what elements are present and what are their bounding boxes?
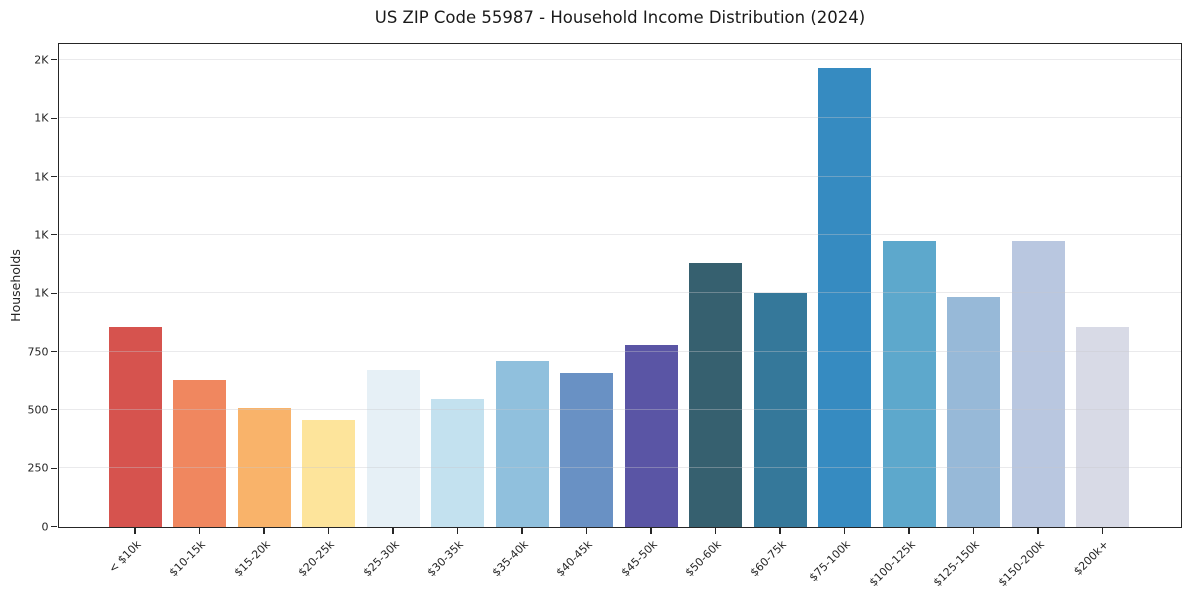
y-tick-label: 750 [27, 345, 49, 358]
y-tick-mark [51, 409, 57, 411]
x-tick-mark [521, 528, 523, 534]
y-axis-label: Households [4, 44, 26, 527]
x-tick-mark [1101, 528, 1104, 534]
bar-200k [1076, 327, 1129, 527]
y-tick-mark [51, 117, 57, 119]
bar-50-60k [689, 262, 742, 527]
y-tick-mark [51, 350, 57, 353]
x-tick-label-text: $35-40k [489, 537, 531, 579]
gridline [58, 350, 1181, 352]
gridline [58, 58, 1181, 60]
y-tick-mark [51, 175, 57, 178]
bar-60-75k [753, 293, 807, 527]
x-tick-mark [843, 528, 846, 534]
x-tick-mark [585, 528, 588, 534]
y-tick-label: 1K [34, 228, 49, 242]
x-tick-mark [650, 528, 652, 534]
x-tick-mark [779, 528, 781, 534]
x-tick-label-text: $100-125k [866, 537, 918, 589]
bar-75-100k [818, 68, 871, 527]
x-tick-label-text: < $10k [106, 537, 144, 575]
bar-40-45k [560, 372, 613, 527]
x-tick-label-text: $20-25k [295, 537, 338, 579]
y-axis-label-text: Households [7, 249, 23, 322]
y-tick-label: 2K [34, 53, 49, 67]
bar-10k [108, 327, 162, 527]
bar-35-40k [495, 360, 549, 527]
bar-100-125k [882, 240, 936, 527]
bar-15-20k [237, 407, 291, 527]
x-tick-mark [714, 528, 717, 534]
gridline [58, 175, 1181, 177]
x-tick-label-text: $15-20k [231, 537, 273, 579]
x-tick-label-text: $45-50k [618, 537, 660, 579]
y-tick-mark [51, 59, 57, 61]
x-axis-ticks: < $10k $10-15k $15-20k $20-25k $25-30k $30-35… [59, 44, 1181, 589]
y-tick-label: 500 [27, 403, 49, 417]
x-tick-label-text: $200k+ [1071, 537, 1112, 578]
x-tick-mark [263, 528, 265, 534]
y-tick-label: 1K [34, 286, 49, 300]
y-axis-ticks: 0 250 500 750 1K 1K 1K 1K 2K [28, 44, 1181, 533]
y-tick-label: 1K [34, 170, 49, 183]
y-tick-label: 250 [27, 461, 49, 475]
x-tick-label-text: $50-60k [682, 537, 725, 579]
bar-150-200k [1011, 240, 1065, 527]
x-tick-label-text: $10-15k [166, 537, 209, 579]
x-tick-mark [972, 528, 975, 534]
y-tick-mark [51, 467, 57, 469]
x-tick-mark [198, 528, 201, 534]
x-tick-label-text: $60-75k [747, 537, 789, 579]
x-tick-mark [392, 528, 394, 534]
x-tick-mark [1037, 528, 1039, 534]
bar-125-150k [947, 296, 1000, 527]
x-tick-mark [327, 528, 330, 534]
bar-30-35k [431, 399, 484, 527]
x-tick-label-text: $75-100k [806, 537, 854, 584]
y-tick-label: 0 [41, 520, 49, 533]
x-tick-label-text: $150-200k [995, 537, 1047, 589]
gridline [58, 467, 1181, 469]
bar-25-30k [366, 370, 420, 527]
x-tick-label-text: $25-30k [360, 537, 402, 579]
y-tick-mark [51, 525, 57, 528]
gridlines-layer [58, 44, 1181, 527]
gridline [58, 292, 1181, 294]
bars-layer [59, 44, 1181, 527]
y-tick-mark [51, 234, 57, 236]
x-tick-label-text: $30-35k [424, 537, 467, 579]
gridline [58, 233, 1181, 235]
x-tick-label-text: $125-150k [930, 537, 983, 589]
y-tick-label: 1K [34, 111, 49, 125]
gridline [58, 117, 1181, 119]
x-tick-label-text: $40-45k [553, 537, 596, 579]
x-tick-mark [456, 528, 459, 534]
x-tick-mark [908, 528, 910, 534]
bar-20-25k [302, 420, 355, 527]
bar-10-15k [173, 379, 226, 527]
chart-title: US ZIP Code 55987 - Household Income Dis… [374, 8, 866, 27]
plot-area: 0 250 500 750 1K 1K 1K 1K 2K < $10k $10-15k $15-20… [28, 42, 1182, 589]
y-tick-mark [51, 292, 57, 294]
bar-45-50k [624, 344, 678, 527]
x-tick-mark [134, 528, 136, 534]
gridline [58, 408, 1181, 410]
